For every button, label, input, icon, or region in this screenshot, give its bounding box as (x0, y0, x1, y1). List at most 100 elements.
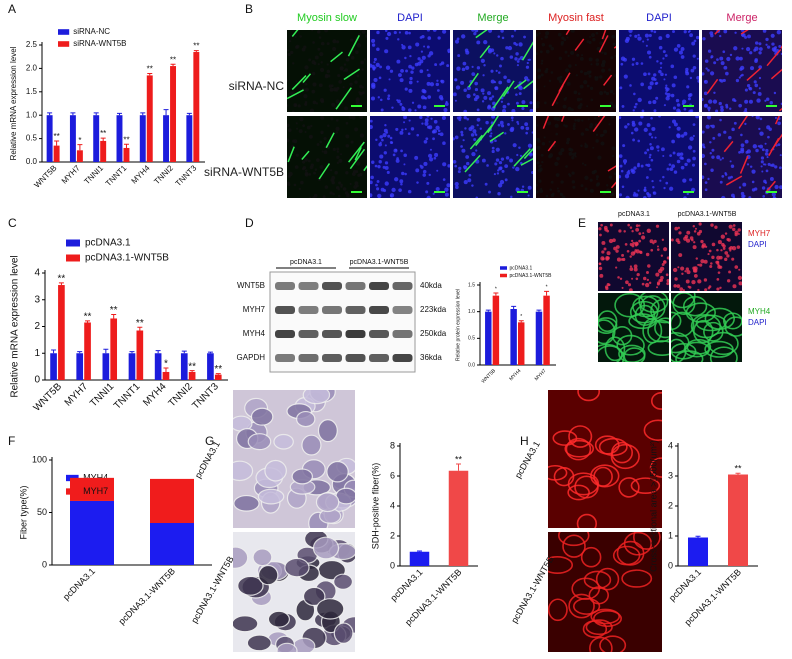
column-header: Myosin slow (297, 12, 357, 24)
fiber-cell (276, 642, 298, 652)
blot-band (392, 282, 413, 290)
nucleus (751, 180, 755, 184)
nucleus (627, 283, 632, 287)
nucleus (521, 100, 526, 105)
nucleus (559, 192, 564, 197)
nucleus (643, 188, 646, 191)
nucleus (661, 147, 665, 152)
nucleus (777, 121, 781, 126)
nucleus (738, 186, 742, 189)
nucleus (773, 91, 777, 95)
nucleus (700, 239, 704, 244)
nucleus (514, 57, 518, 61)
nucleus (700, 259, 705, 264)
nucleus (665, 33, 670, 39)
nucleus (287, 138, 290, 143)
nucleus (716, 58, 719, 62)
nucleus (302, 160, 306, 164)
fiber (714, 30, 721, 35)
nucleus (732, 224, 736, 227)
nucleus (690, 68, 695, 73)
micrograph (702, 30, 782, 112)
nucleus (295, 122, 298, 125)
nucleus (686, 238, 691, 243)
nucleus (589, 125, 593, 129)
nucleus (738, 150, 741, 154)
bar (76, 150, 83, 162)
nucleus (722, 247, 726, 250)
nucleus (709, 141, 712, 144)
nucleus (580, 98, 583, 101)
fiber-cell (548, 598, 568, 622)
fiber (291, 30, 299, 37)
nucleus (337, 74, 341, 78)
error-bar (485, 309, 491, 312)
bar (76, 353, 84, 380)
blot-band (392, 330, 413, 338)
nucleus (463, 109, 468, 112)
nucleus (764, 152, 769, 156)
fiber-cell (650, 391, 662, 410)
micrograph (536, 116, 616, 198)
nucleus (401, 128, 404, 132)
error-bar (456, 463, 461, 471)
fiber-cell (633, 532, 661, 550)
nucleus (370, 63, 373, 68)
fiber (774, 116, 780, 125)
nucleus (595, 62, 600, 66)
nucleus (370, 175, 374, 180)
nucleus (723, 130, 727, 134)
fiber-cell (630, 477, 661, 495)
nucleus (568, 151, 573, 156)
nucleus (322, 195, 326, 198)
nucleus (676, 159, 681, 164)
nucleus (679, 156, 683, 160)
nucleus (407, 132, 411, 136)
nucleus (710, 223, 714, 227)
nucleus (616, 257, 622, 262)
nucleus (720, 249, 723, 252)
nucleus (385, 65, 391, 70)
nucleus (496, 54, 499, 57)
nucleus (709, 264, 713, 269)
nucleus (629, 34, 632, 37)
fiber-cell (233, 494, 260, 512)
nucleus (693, 230, 697, 233)
nucleus (505, 156, 510, 160)
nucleus (442, 141, 446, 145)
nucleus (462, 61, 467, 66)
nucleus (432, 192, 435, 195)
nucleus (645, 252, 650, 257)
nucleus (631, 239, 634, 242)
nucleus (640, 235, 646, 240)
nucleus (677, 226, 681, 229)
nucleus (595, 133, 599, 137)
fiber (521, 41, 533, 61)
nucleus (436, 89, 440, 92)
blot-band (298, 282, 319, 290)
nucleus (405, 69, 408, 73)
nucleus (695, 257, 698, 260)
nucleus (631, 277, 634, 280)
bar (186, 115, 193, 162)
nucleus (771, 163, 775, 167)
nucleus (618, 229, 622, 233)
nucleus (456, 37, 460, 41)
nucleus (584, 127, 588, 131)
nucleus (599, 233, 602, 237)
fiber-cell (611, 441, 633, 464)
nucleus (708, 249, 712, 253)
nucleus (385, 131, 389, 134)
nucleus (626, 170, 631, 175)
image-content (536, 30, 616, 112)
bar (70, 477, 114, 501)
nucleus (599, 41, 603, 45)
y-tick-label: 2 (390, 530, 395, 540)
nucleus (633, 105, 637, 109)
nucleus (338, 181, 342, 185)
legend-swatch (500, 266, 507, 270)
micrograph (598, 222, 669, 291)
nucleus (498, 71, 501, 74)
row-label: siRNA-WNT5B (204, 165, 284, 179)
